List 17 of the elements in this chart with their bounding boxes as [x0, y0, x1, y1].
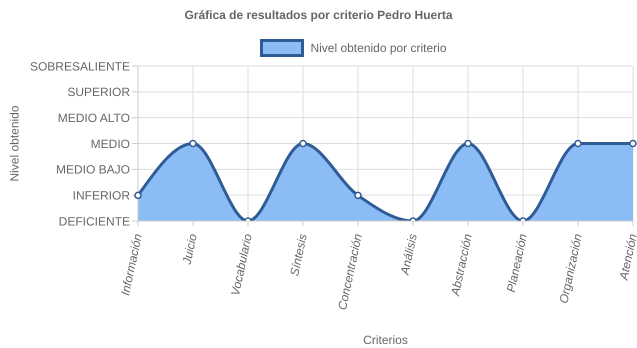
category-label: INFERIOR	[72, 188, 130, 202]
x-tick-label: Síntesis	[287, 232, 310, 278]
category-label: MEDIO	[90, 136, 130, 151]
chart-title: Gráfica de resultados por criterio Pedro Huerta	[183, 8, 454, 22]
category-label: DEFICIENTE	[58, 214, 130, 228]
category-label: MEDIO ALTO	[58, 110, 130, 125]
x-tick-label: Análisis	[397, 232, 420, 277]
category-label: MEDIO BAJO	[56, 162, 130, 177]
x-tick-label: Abstracción	[448, 232, 475, 298]
x-tick-label: Juicio	[180, 232, 200, 266]
category-label: SOBRESALIENTE	[30, 59, 130, 74]
text: Nivel obtenido	[7, 105, 22, 182]
x-tick-label: Atención	[616, 232, 637, 282]
x-tick-label: Planeación	[504, 232, 530, 294]
legend-label: Nivel obtenido por criterio	[310, 41, 447, 55]
x-axis-title: Criterios	[363, 333, 408, 347]
category-label: SUPERIOR	[67, 85, 130, 100]
